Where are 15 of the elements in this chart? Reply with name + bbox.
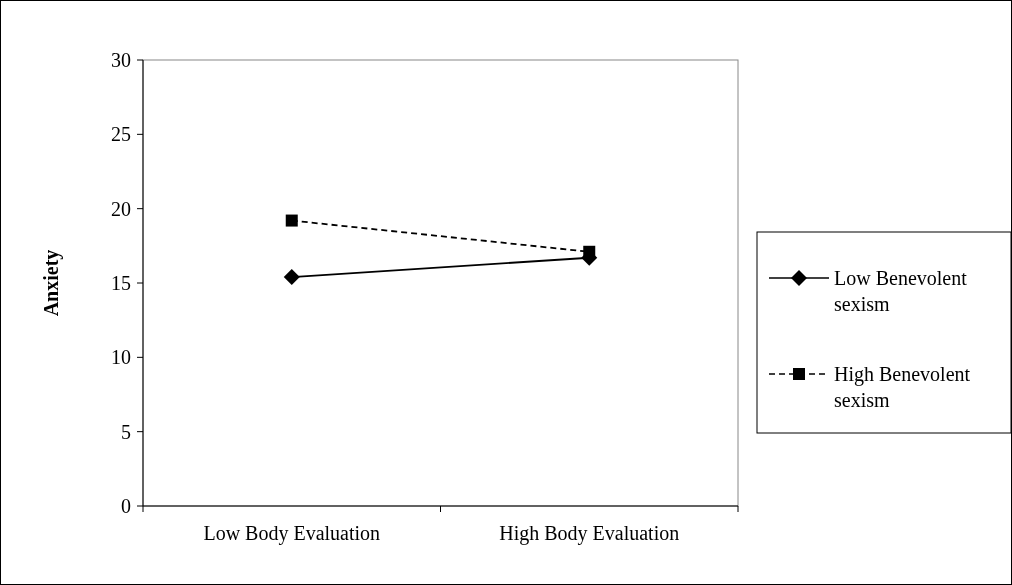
y-tick-label: 30	[111, 49, 131, 71]
y-tick-label: 5	[121, 420, 131, 443]
point	[285, 214, 298, 227]
legend-label: Low Benevolent sexism	[834, 267, 968, 315]
y-tick-label: 0	[121, 495, 131, 517]
point	[283, 269, 300, 286]
y-axis-title: Anxiety	[40, 249, 63, 317]
y-tick-label: 15	[111, 272, 131, 294]
y-tick-label: 20	[111, 197, 131, 220]
y-tick-label: 25	[111, 123, 131, 146]
y-tick-label: 10	[111, 346, 131, 369]
legend-label: High Benevolent sexism	[834, 363, 971, 411]
point	[583, 245, 596, 258]
x-tick-label: High Body Evaluation	[499, 522, 680, 545]
x-tick-label: Low Body Evaluation	[203, 522, 381, 545]
